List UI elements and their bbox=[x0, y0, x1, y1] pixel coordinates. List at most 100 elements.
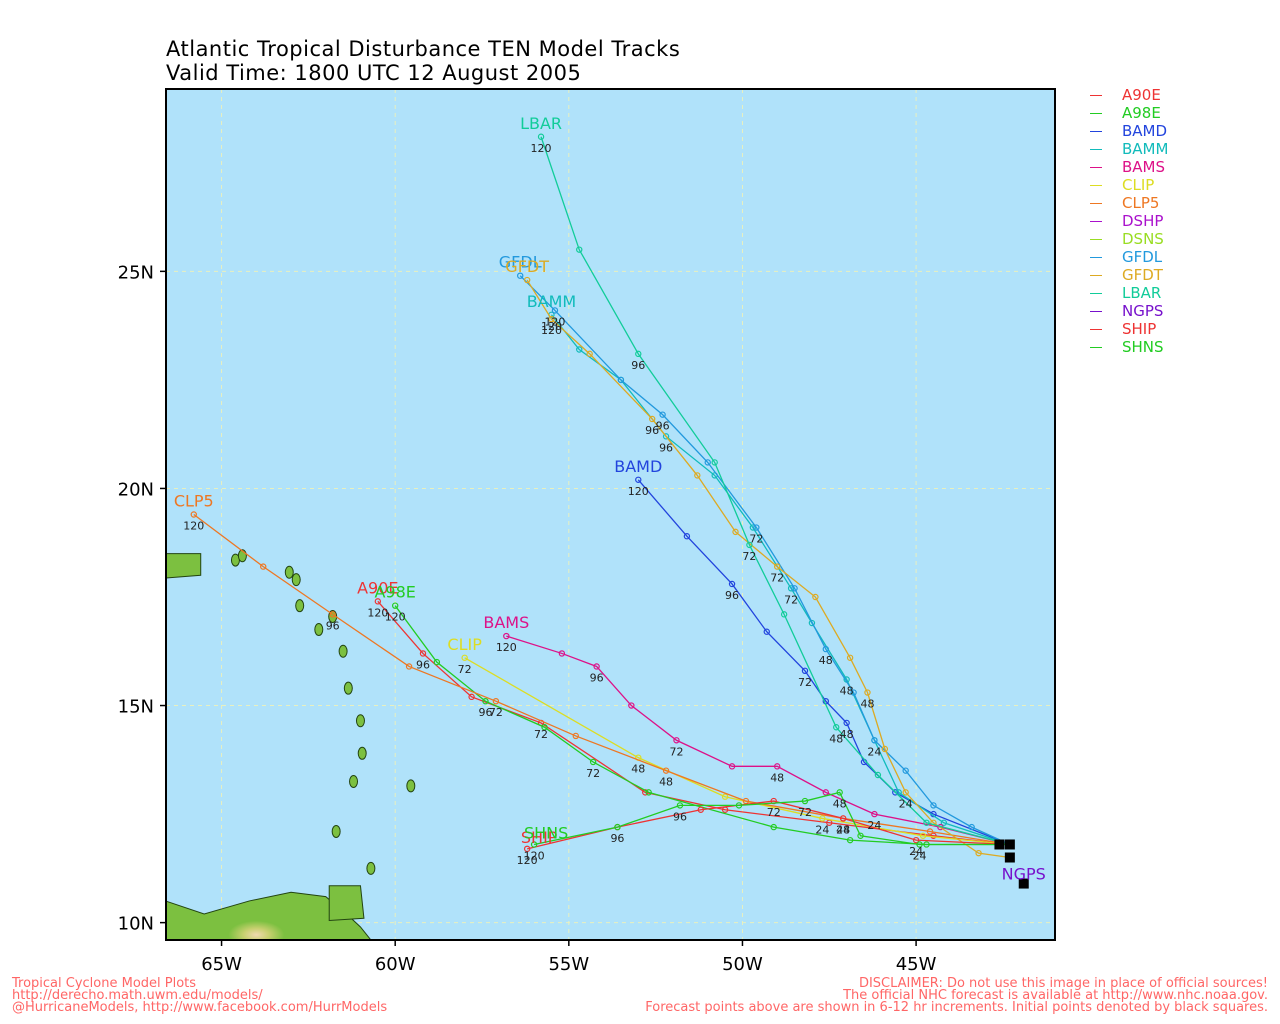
track-point bbox=[468, 693, 475, 701]
land-island bbox=[291, 573, 301, 587]
track-point bbox=[791, 585, 798, 592]
legend-label: BAMM bbox=[1122, 140, 1169, 158]
track-point bbox=[329, 611, 336, 618]
legend-item: GFDT bbox=[1090, 266, 1163, 284]
track-point bbox=[433, 658, 441, 666]
track-point bbox=[648, 415, 656, 423]
track-point bbox=[391, 602, 399, 609]
forecast-hour-label: 24 bbox=[913, 849, 927, 862]
track-point bbox=[836, 789, 843, 796]
legend-swatch bbox=[1090, 149, 1102, 150]
forecast-hour-label: 120 bbox=[183, 520, 204, 533]
legend-label: SHNS bbox=[1122, 338, 1164, 356]
track-name-label: GFDT bbox=[505, 257, 549, 276]
track-point bbox=[773, 763, 781, 770]
track-line bbox=[540, 136, 1011, 846]
track-point bbox=[586, 350, 593, 358]
legend-item: GFDL bbox=[1090, 248, 1162, 266]
legend-swatch bbox=[1090, 95, 1102, 96]
forecast-hour-label: 72 bbox=[669, 745, 683, 758]
track-line bbox=[506, 635, 1011, 846]
forecast-hour-label: 96 bbox=[590, 671, 604, 684]
legend-label: BAMD bbox=[1122, 122, 1168, 140]
legend-label: DSNS bbox=[1122, 230, 1164, 248]
legend-swatch bbox=[1090, 329, 1102, 330]
track-point bbox=[930, 802, 937, 809]
footer-line: Forecast points above are shown in 6-12 … bbox=[645, 1000, 1268, 1015]
track-point bbox=[711, 459, 718, 466]
track-line bbox=[533, 791, 1010, 846]
legend-item: A90E bbox=[1090, 86, 1161, 104]
land-island bbox=[295, 599, 305, 613]
land-south-america bbox=[166, 891, 372, 940]
initial-point-square bbox=[1004, 839, 1015, 850]
legend-swatch bbox=[1090, 257, 1102, 258]
track-point bbox=[662, 433, 670, 440]
legend-label: GFDL bbox=[1122, 248, 1163, 266]
track-point bbox=[728, 763, 736, 770]
initial-points bbox=[994, 839, 1029, 889]
track-point bbox=[704, 459, 711, 466]
forecast-hour-label: 120 bbox=[496, 641, 517, 654]
forecast-hour-label: 120 bbox=[367, 606, 388, 619]
track-point bbox=[374, 598, 382, 605]
forecast-hour-label: 48 bbox=[836, 823, 850, 836]
track-point bbox=[551, 307, 559, 314]
land-island bbox=[349, 775, 359, 789]
lat-tick-label: 25N bbox=[118, 262, 154, 283]
lat-tick-label: 20N bbox=[118, 479, 154, 500]
track-point bbox=[537, 133, 545, 140]
legend-item: SHNS bbox=[1090, 338, 1164, 356]
forecast-hour-label: 24 bbox=[909, 845, 923, 858]
track-point bbox=[662, 767, 670, 774]
track-point bbox=[742, 797, 750, 805]
track-point bbox=[808, 619, 816, 627]
track-point bbox=[843, 719, 850, 727]
land-island bbox=[343, 681, 353, 695]
track-point bbox=[902, 789, 909, 796]
legend-swatch bbox=[1090, 221, 1102, 222]
chart-subtitle: Valid Time: 1800 UTC 12 August 2005 bbox=[166, 61, 582, 85]
track-point bbox=[919, 832, 927, 839]
track-point bbox=[635, 476, 642, 483]
legend-swatch bbox=[1090, 239, 1102, 240]
track-point bbox=[892, 789, 899, 796]
track-point bbox=[735, 802, 743, 809]
footer-line: DISCLAIMER: Do not use this image in pla… bbox=[858, 976, 1268, 991]
track-point bbox=[530, 841, 538, 848]
track-point bbox=[405, 663, 413, 670]
forecast-hour-label: 120 bbox=[628, 485, 649, 498]
track-point bbox=[676, 802, 684, 809]
forecast-hour-label: 120 bbox=[541, 320, 562, 333]
track-point bbox=[822, 789, 830, 796]
footer-link[interactable]: http://derecho.math.uwm.edu/models/ bbox=[12, 988, 263, 1003]
forecast-hour-label: 96 bbox=[610, 832, 624, 845]
forecast-hour-label: 48 bbox=[840, 684, 854, 697]
legend-swatch bbox=[1090, 293, 1102, 294]
legend-item: BAMS bbox=[1090, 158, 1165, 176]
forecast-hour-label: 120 bbox=[541, 324, 562, 337]
track-point bbox=[930, 819, 937, 826]
legend-item: CLIP bbox=[1090, 176, 1154, 194]
track-point bbox=[694, 472, 701, 479]
forecast-hour-label: 48 bbox=[833, 797, 847, 810]
track-point bbox=[968, 823, 975, 831]
legend-label: GFDT bbox=[1122, 266, 1163, 284]
track-point bbox=[683, 533, 691, 540]
track-point bbox=[617, 376, 625, 384]
track-point bbox=[728, 580, 736, 588]
forecast-hour-label: 24 bbox=[815, 823, 829, 836]
forecast-hour-label: 72 bbox=[489, 706, 503, 719]
track-point bbox=[589, 758, 597, 766]
forecast-hour-label: 24 bbox=[836, 823, 850, 836]
legend-swatch bbox=[1090, 113, 1102, 114]
legend-label: BAMS bbox=[1122, 158, 1166, 176]
land-island bbox=[314, 623, 324, 637]
track-labels: 7296120A90E7296120A98E487296120BAMD48729… bbox=[174, 114, 1046, 884]
footer-disclaimer: DISCLAIMER: Do not use this image in pla… bbox=[645, 976, 1268, 1015]
track-point bbox=[770, 823, 777, 831]
legend-label: A90E bbox=[1122, 86, 1161, 104]
track-name-label: A90E bbox=[357, 578, 398, 597]
track-point bbox=[697, 806, 704, 813]
track-point bbox=[541, 724, 548, 731]
